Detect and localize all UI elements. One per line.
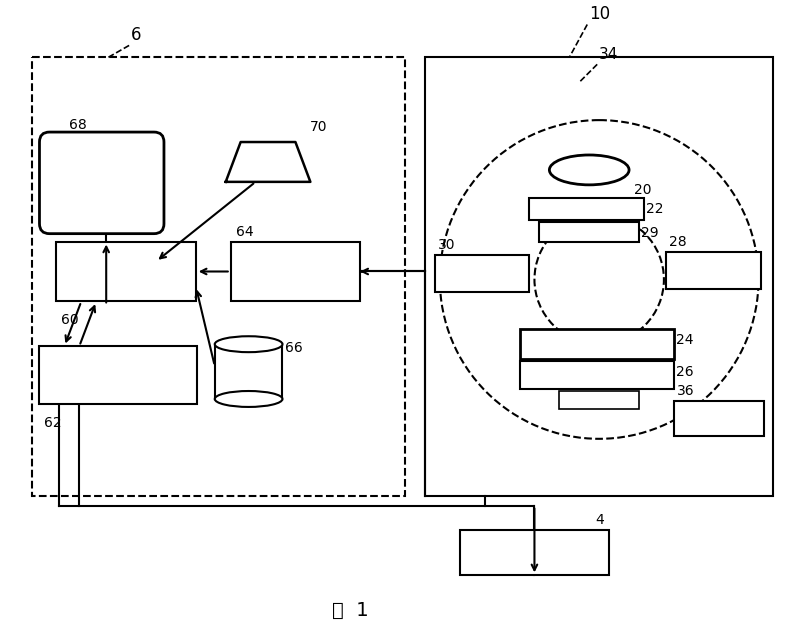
Text: 22: 22 [646, 202, 663, 216]
Bar [39, 346, 197, 404]
FancyBboxPatch shape [39, 132, 164, 234]
Bar [559, 391, 639, 409]
Bar [435, 255, 530, 292]
Bar [666, 252, 761, 289]
Bar [425, 57, 774, 496]
Text: 29: 29 [641, 225, 658, 240]
Text: 70: 70 [310, 120, 328, 134]
Text: 66: 66 [286, 341, 303, 355]
Text: 30: 30 [438, 238, 455, 252]
Text: 26: 26 [676, 365, 694, 379]
Bar [674, 401, 763, 436]
Bar [460, 531, 609, 575]
Text: 28: 28 [669, 234, 686, 248]
Bar [57, 241, 196, 301]
Text: 60: 60 [62, 313, 79, 327]
Text: 64: 64 [236, 225, 254, 239]
Bar [519, 329, 674, 359]
Bar [230, 241, 360, 301]
Bar [539, 222, 639, 241]
Polygon shape [226, 142, 310, 182]
Text: 68: 68 [70, 118, 87, 132]
Text: 图  1: 图 1 [332, 601, 369, 620]
Bar [519, 361, 674, 389]
Text: 6: 6 [131, 26, 142, 45]
Bar [530, 198, 644, 220]
Text: 10: 10 [590, 4, 610, 22]
Ellipse shape [214, 336, 282, 352]
Text: 20: 20 [634, 183, 651, 197]
Bar [31, 57, 405, 496]
Bar [214, 344, 282, 399]
Text: 4: 4 [595, 513, 604, 527]
Text: 24: 24 [676, 333, 694, 347]
Ellipse shape [214, 391, 282, 407]
Text: 36: 36 [677, 384, 694, 398]
Text: 34: 34 [599, 47, 618, 62]
Text: 62: 62 [45, 416, 62, 430]
